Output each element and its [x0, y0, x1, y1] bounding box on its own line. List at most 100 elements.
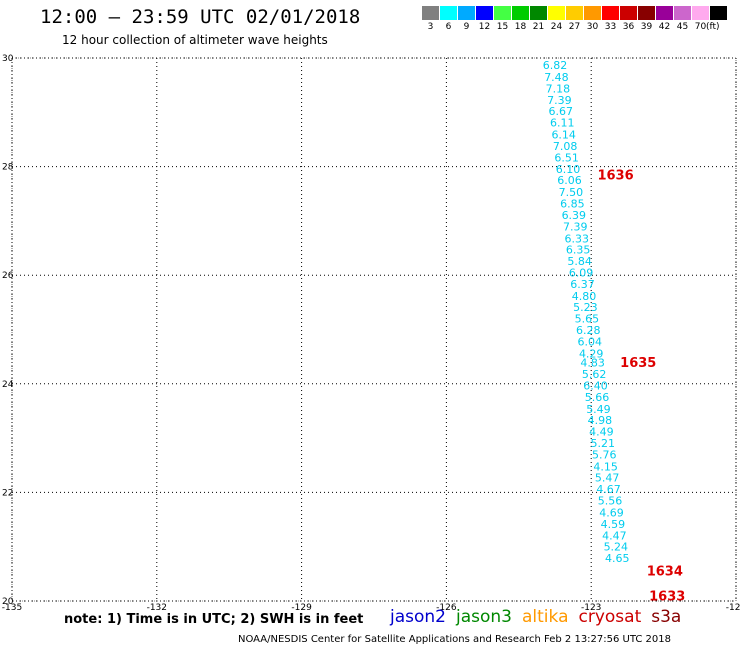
- swh-data-label: 6.09: [569, 266, 594, 279]
- legend-swatch: [674, 6, 691, 20]
- legend-label: 33: [604, 22, 617, 32]
- swh-data-label: 5.23: [573, 301, 598, 314]
- swh-data-label: 7.18: [546, 82, 571, 95]
- legend-swatch: [458, 6, 475, 20]
- legend-swatch: [656, 6, 673, 20]
- swh-data-label: 6.28: [576, 324, 601, 337]
- swh-data-label: 4.83: [580, 357, 605, 370]
- swh-data-label: 6.40: [583, 379, 608, 392]
- swh-data-label: 5.24: [604, 541, 629, 554]
- time-annotation: 1636: [597, 169, 633, 184]
- swh-data-label: 6.06: [557, 174, 582, 187]
- swh-data-label: 6.33: [564, 232, 589, 245]
- swh-data-label: 7.39: [547, 94, 572, 107]
- legend-swatch: [530, 6, 547, 20]
- swh-data-label: 5.65: [575, 313, 600, 326]
- page-subtitle: 12 hour collection of altimeter wave hei…: [62, 33, 328, 47]
- swh-data-label: 5.62: [582, 368, 607, 381]
- swh-data-label: 7.39: [563, 220, 588, 233]
- legend-label: 30: [586, 22, 599, 32]
- swh-data-label: 4.65: [605, 552, 630, 565]
- legend-swatch: [440, 6, 457, 20]
- swh-data-label: 6.85: [560, 198, 585, 211]
- swh-data-label: 6.37: [570, 278, 595, 291]
- y-tick-label: 30: [2, 54, 14, 64]
- swh-data-label: 6.51: [554, 151, 579, 164]
- legend-label: 15: [496, 22, 509, 32]
- swh-data-label: 6.67: [549, 105, 574, 118]
- y-tick-label: 28: [2, 163, 14, 173]
- time-annotation: 1633: [649, 590, 685, 605]
- legend-label: 36: [622, 22, 635, 32]
- swh-data-label: 4.29: [579, 347, 604, 360]
- legend-label: 70: [694, 22, 707, 32]
- x-tick-label: -132: [147, 603, 167, 613]
- legend-swatch: [494, 6, 511, 20]
- legend-swatch: [548, 6, 565, 20]
- legend-swatch: [602, 6, 619, 20]
- legend-label: 42: [658, 22, 671, 32]
- y-tick-label: 24: [2, 380, 14, 390]
- legend-label: 3: [427, 22, 434, 32]
- legend-label: 12: [478, 22, 491, 32]
- satellite-cryosat: cryosat: [578, 607, 642, 627]
- legend-swatch: [620, 6, 637, 20]
- time-annotation: 1634: [647, 565, 683, 580]
- satellite-jason3: jason3: [456, 607, 512, 627]
- swh-data-label: 5.49: [586, 403, 611, 416]
- y-tick-label: 22: [2, 488, 13, 498]
- swh-data-label: 5.47: [595, 472, 620, 485]
- swh-data-label: 4.69: [599, 506, 624, 519]
- legend-swatch: [692, 6, 709, 20]
- swh-data-label: 4.49: [589, 426, 614, 439]
- x-tick-label: -129: [291, 603, 312, 613]
- plot-frame: [11, 57, 737, 602]
- swh-data-label: 7.48: [544, 71, 569, 84]
- swh-data-label: 5.66: [585, 391, 610, 404]
- swh-data-label: 5.76: [592, 448, 617, 461]
- legend-label: 6: [445, 22, 452, 32]
- legend-label: 9: [463, 22, 470, 32]
- swh-data-label: 6.39: [562, 209, 587, 222]
- y-tick-label: 26: [2, 271, 14, 281]
- x-tick-label: -123: [581, 603, 601, 613]
- legend-swatch: [422, 6, 439, 20]
- satellite-altika: altika: [522, 607, 569, 627]
- legend-label: 45: [676, 22, 689, 32]
- swh-data-label: 6.35: [566, 244, 591, 257]
- swh-data-label: 4.47: [602, 529, 627, 542]
- swh-data-label: 5.56: [598, 495, 623, 508]
- swh-data-label: 6.82: [543, 59, 568, 72]
- swh-data-label: 4.98: [588, 414, 613, 427]
- legend-label: 21: [532, 22, 545, 32]
- page-title: 12:00 – 23:59 UTC 02/01/2018: [40, 6, 361, 28]
- legend-unit: (ft): [706, 22, 720, 32]
- swh-data-label: 4.59: [601, 518, 626, 531]
- legend-label: 27: [568, 22, 581, 32]
- footer-credit: NOAA/NESDIS Center for Satellite Applica…: [238, 634, 671, 645]
- x-tick-label: -120: [726, 603, 740, 613]
- swh-data-label: 5.84: [567, 255, 592, 268]
- satellite-s3a: s3a: [651, 607, 682, 627]
- swh-data-label: 4.15: [593, 460, 618, 473]
- x-tick-label: -135: [2, 603, 22, 613]
- swh-data-label: 5.21: [591, 437, 616, 450]
- legend-swatch: [584, 6, 601, 20]
- swh-data-label: 4.67: [596, 483, 621, 496]
- satellite-jason2: jason2: [390, 607, 446, 627]
- legend-swatch: [638, 6, 655, 20]
- swh-data-label: 6.14: [551, 129, 576, 142]
- swh-data-label: 6.04: [578, 335, 603, 348]
- satellite-legend: jason2 jason3 altika cryosat s3a: [390, 607, 691, 627]
- legend-label: 39: [640, 22, 653, 32]
- y-tick-label: 20: [2, 597, 14, 607]
- swh-data-label: 7.50: [559, 186, 584, 199]
- units-note: note: 1) Time is in UTC; 2) SWH is in fe…: [64, 612, 364, 627]
- swh-data-label: 7.08: [553, 140, 578, 153]
- legend-swatch: [710, 6, 727, 20]
- legend-label: 24: [550, 22, 563, 32]
- swh-data-label: 6.11: [550, 117, 575, 130]
- legend-swatch: [512, 6, 529, 20]
